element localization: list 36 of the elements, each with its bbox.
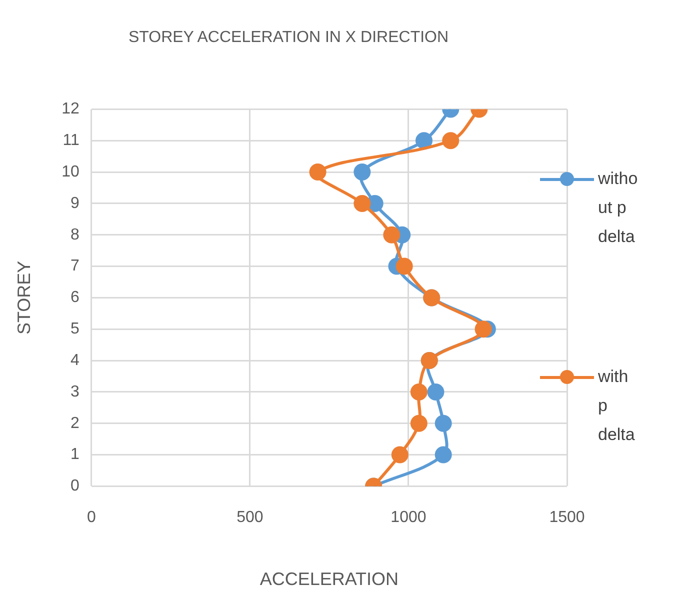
point (427, 383, 444, 400)
point (309, 164, 326, 181)
y-tick-label: 0 (70, 478, 80, 495)
point (442, 132, 460, 150)
point (434, 446, 452, 464)
point (391, 446, 408, 464)
x-tick-label: 0 (86, 509, 96, 526)
point (410, 414, 428, 432)
y-tick-label: 3 (70, 383, 80, 400)
point (474, 320, 492, 338)
legend-label: without p delta (598, 168, 638, 248)
point (434, 414, 452, 432)
x-tick-label: 500 (236, 509, 264, 526)
y-tick-label: 4 (70, 352, 80, 369)
point (416, 132, 432, 150)
y-tick-label: 1 (70, 446, 80, 464)
x-tick-label: 1000 (390, 509, 426, 526)
y-tick-label: 12 (62, 100, 80, 118)
y-tick-label: 5 (70, 320, 80, 338)
y-tick-label: 8 (70, 226, 80, 244)
chart-title: STOREY ACCELERATION IN X DIRECTION (128, 29, 449, 46)
y-tick-label: 2 (70, 414, 80, 432)
point (354, 194, 371, 212)
x-tick-label: 1500 (549, 509, 585, 526)
y-tick-label: 6 (70, 289, 80, 306)
point (383, 226, 400, 244)
y-tick-label: 9 (70, 194, 80, 212)
y-tick-label: 11 (62, 132, 80, 150)
point (354, 164, 371, 181)
point (396, 258, 413, 275)
y-tick-label: 10 (62, 163, 80, 180)
point (410, 383, 428, 400)
legend-label: with p delta (598, 366, 636, 446)
x-axis-title: ACCELERATION (260, 569, 399, 590)
y-tick-label: 7 (70, 258, 80, 275)
y-axis-title: STOREY (14, 260, 34, 335)
